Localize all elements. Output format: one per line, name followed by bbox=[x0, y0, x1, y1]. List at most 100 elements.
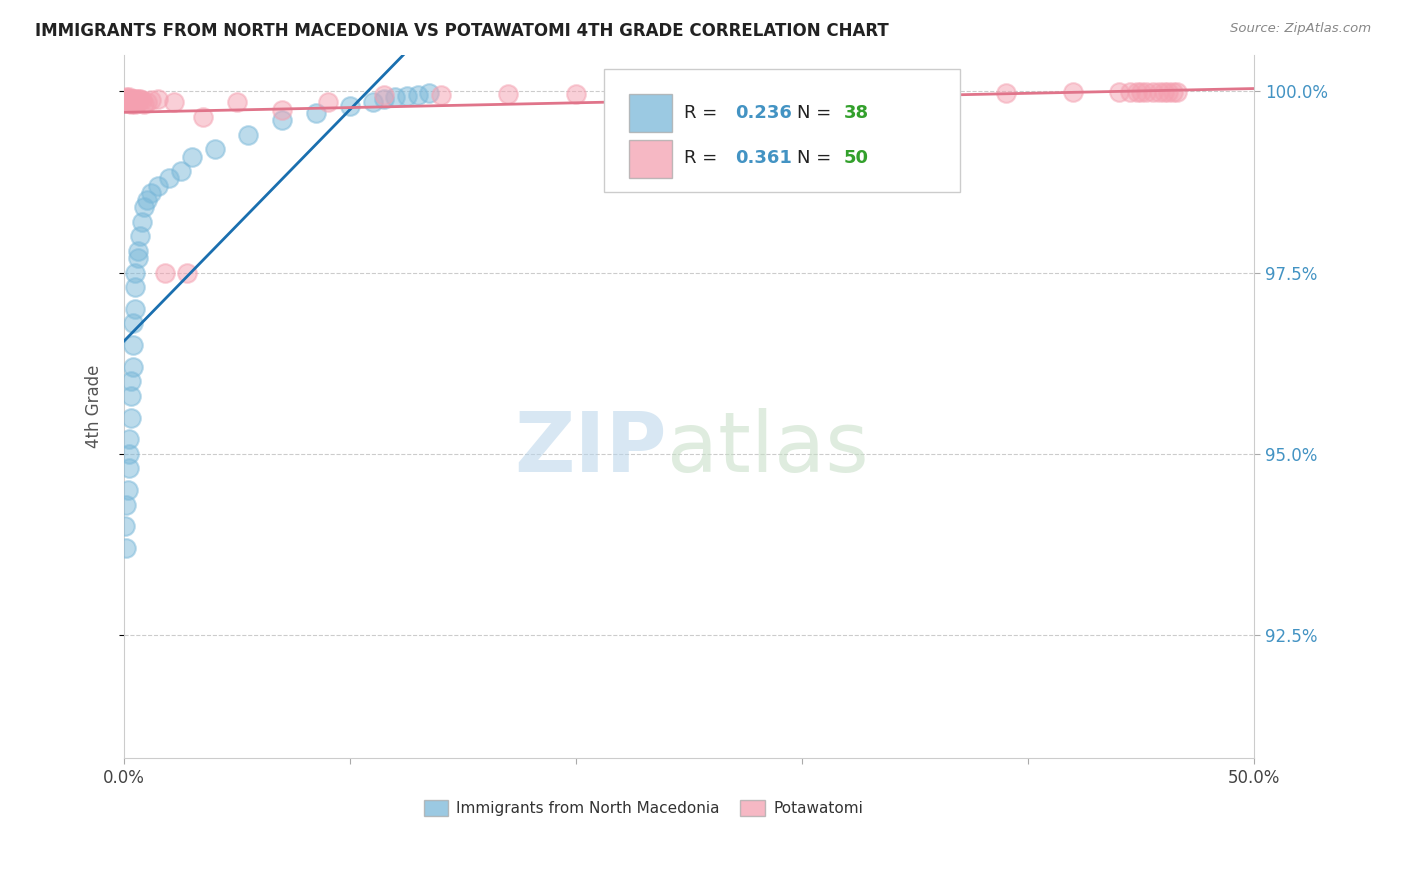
Point bbox=[115, 541, 138, 555]
Point bbox=[115, 90, 138, 104]
Text: N =: N = bbox=[797, 150, 837, 168]
Point bbox=[118, 461, 141, 475]
Point bbox=[120, 92, 142, 106]
Point bbox=[141, 186, 163, 200]
Point bbox=[115, 93, 138, 107]
Point bbox=[122, 95, 145, 110]
Point bbox=[114, 519, 136, 533]
FancyBboxPatch shape bbox=[423, 800, 449, 816]
Point bbox=[118, 432, 141, 446]
Point bbox=[994, 86, 1017, 100]
Point bbox=[1130, 85, 1153, 99]
Point bbox=[384, 90, 406, 104]
Point bbox=[127, 95, 149, 110]
Point bbox=[118, 90, 141, 104]
Point bbox=[238, 128, 260, 142]
Point bbox=[134, 200, 156, 214]
FancyBboxPatch shape bbox=[605, 70, 960, 193]
Point bbox=[141, 93, 163, 107]
Point bbox=[157, 171, 180, 186]
Point bbox=[131, 215, 153, 229]
Point bbox=[129, 92, 152, 106]
Point bbox=[226, 95, 249, 110]
Point bbox=[134, 97, 156, 112]
Point bbox=[120, 410, 142, 425]
Point bbox=[124, 280, 146, 294]
Point bbox=[723, 87, 745, 101]
Point bbox=[124, 97, 146, 112]
Point bbox=[193, 110, 215, 124]
Point bbox=[271, 103, 294, 117]
Text: 50: 50 bbox=[844, 150, 869, 168]
Point bbox=[118, 95, 141, 110]
Point bbox=[146, 178, 169, 193]
Text: Source: ZipAtlas.com: Source: ZipAtlas.com bbox=[1230, 22, 1371, 36]
Text: N =: N = bbox=[797, 103, 837, 122]
Point bbox=[124, 93, 146, 107]
Point bbox=[124, 301, 146, 316]
Point bbox=[122, 316, 145, 330]
Point bbox=[124, 92, 146, 106]
Point bbox=[204, 142, 226, 156]
Point bbox=[127, 244, 149, 258]
Point bbox=[122, 92, 145, 106]
Text: 0.236: 0.236 bbox=[735, 103, 793, 122]
Point bbox=[120, 389, 142, 403]
Point bbox=[135, 193, 157, 207]
Point bbox=[117, 483, 139, 497]
Point bbox=[122, 359, 145, 374]
FancyBboxPatch shape bbox=[630, 139, 672, 178]
Text: atlas: atlas bbox=[666, 409, 869, 490]
Point bbox=[305, 106, 328, 120]
Point bbox=[339, 99, 361, 113]
Point bbox=[498, 87, 520, 102]
Point bbox=[135, 95, 157, 110]
Point bbox=[169, 164, 191, 178]
Point bbox=[429, 88, 451, 103]
Point bbox=[153, 266, 176, 280]
Point bbox=[1153, 85, 1175, 99]
Point bbox=[1119, 85, 1142, 99]
Point bbox=[114, 92, 136, 106]
Point bbox=[120, 93, 142, 107]
Point bbox=[120, 97, 142, 112]
Point bbox=[395, 89, 418, 103]
FancyBboxPatch shape bbox=[740, 800, 765, 816]
Text: 38: 38 bbox=[844, 103, 869, 122]
FancyBboxPatch shape bbox=[630, 94, 672, 133]
Point bbox=[1063, 85, 1085, 99]
Point bbox=[129, 229, 152, 244]
Point bbox=[176, 266, 198, 280]
Text: IMMIGRANTS FROM NORTH MACEDONIA VS POTAWATOMI 4TH GRADE CORRELATION CHART: IMMIGRANTS FROM NORTH MACEDONIA VS POTAW… bbox=[35, 22, 889, 40]
Point bbox=[1157, 85, 1180, 99]
Text: 0.361: 0.361 bbox=[735, 150, 793, 168]
Point bbox=[115, 498, 138, 512]
Point bbox=[418, 86, 440, 100]
Point bbox=[361, 95, 384, 110]
Point bbox=[124, 266, 146, 280]
Point bbox=[406, 88, 429, 103]
Point bbox=[565, 87, 588, 102]
Point bbox=[1149, 85, 1171, 99]
Text: R =: R = bbox=[683, 150, 723, 168]
Point bbox=[118, 447, 141, 461]
Point bbox=[1126, 85, 1149, 99]
Point bbox=[117, 92, 139, 106]
Point bbox=[814, 87, 837, 101]
Point bbox=[271, 113, 294, 128]
Point bbox=[1135, 85, 1157, 99]
Point bbox=[373, 92, 395, 106]
Point bbox=[1142, 85, 1164, 99]
Point bbox=[127, 251, 149, 265]
Point bbox=[1161, 85, 1184, 99]
Point bbox=[120, 374, 142, 388]
Point bbox=[633, 87, 655, 101]
Text: Immigrants from North Macedonia: Immigrants from North Macedonia bbox=[457, 801, 720, 815]
Point bbox=[1108, 85, 1130, 99]
Point bbox=[146, 92, 169, 106]
Y-axis label: 4th Grade: 4th Grade bbox=[86, 365, 103, 449]
Point bbox=[316, 95, 339, 110]
Point bbox=[181, 150, 204, 164]
Text: Potawatomi: Potawatomi bbox=[773, 801, 863, 815]
Text: ZIP: ZIP bbox=[515, 409, 666, 490]
